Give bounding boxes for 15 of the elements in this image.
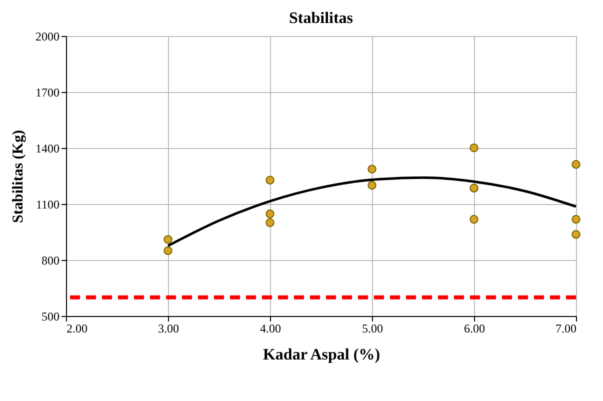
y-tick-label: 500 bbox=[42, 310, 60, 324]
x-tick-label: 7.00 bbox=[556, 322, 576, 336]
y-tick-label: 800 bbox=[42, 254, 60, 268]
x-tick-label: 3.00 bbox=[158, 322, 179, 336]
y-axis-title: Stabilitas (Kg) bbox=[10, 130, 26, 223]
chart-title: Stabilitas bbox=[288, 10, 354, 27]
y-tick-label: 2000 bbox=[36, 30, 60, 44]
y-tick-label: 1700 bbox=[36, 86, 60, 100]
x-axis-title: Kadar Aspal (%) bbox=[262, 346, 380, 364]
x-tick-label: 2.00 bbox=[66, 322, 88, 336]
y-tick-label: 1400 bbox=[36, 142, 60, 156]
x-tick-label: 5.00 bbox=[362, 322, 383, 336]
y-tick-label: 1100 bbox=[36, 198, 60, 212]
x-tick-label: 6.00 bbox=[464, 322, 485, 336]
x-tick-label: 4.00 bbox=[260, 322, 281, 336]
